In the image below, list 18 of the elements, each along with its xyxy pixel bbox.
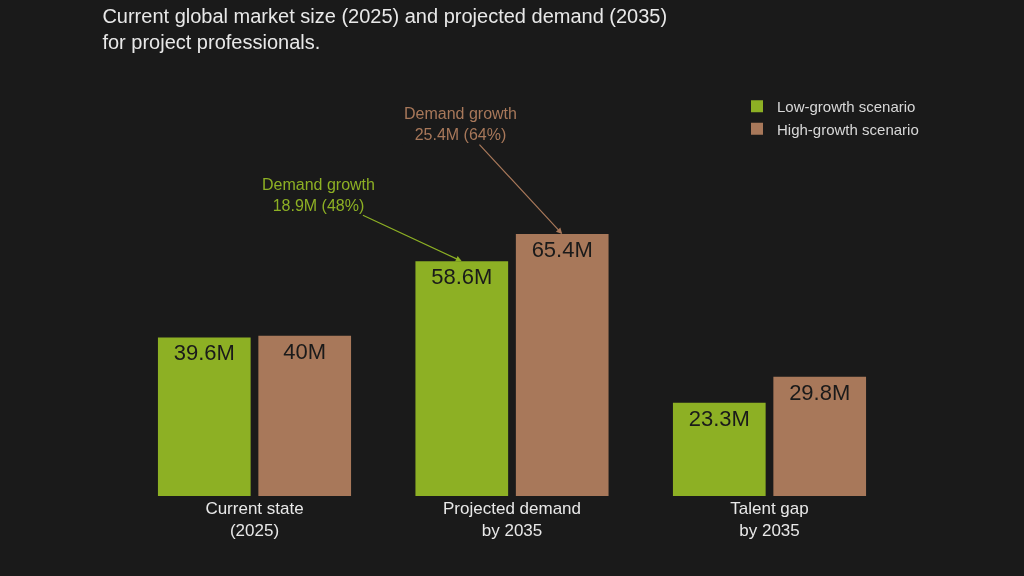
bar	[157, 337, 251, 496]
x-tick-label: Talent gap by 2035	[730, 499, 809, 541]
bar	[258, 335, 352, 496]
legend-label: Low-growth scenario	[777, 98, 916, 116]
x-tick-label: Current state (2025)	[205, 499, 304, 541]
data-label: 23.3M	[688, 405, 750, 431]
text: Demand growth 18.9M (48%)	[262, 176, 375, 214]
data-label: 40M	[283, 338, 327, 364]
bar	[773, 376, 867, 496]
data-label: 29.8M	[789, 379, 851, 405]
x-tick-label: Projected demand by 2035	[443, 499, 581, 541]
chart-title: Current global market size (2025) and projected demand (2035) for project professionals.	[102, 5, 668, 54]
legend-label: High-growth scenario	[777, 120, 919, 138]
data-label: 65.4M	[531, 237, 593, 263]
data-label: 58.6M	[431, 264, 493, 290]
data-label: 39.6M	[173, 340, 235, 366]
bar	[672, 402, 766, 496]
text: Demand growth 25.4M (64%)	[404, 105, 517, 143]
